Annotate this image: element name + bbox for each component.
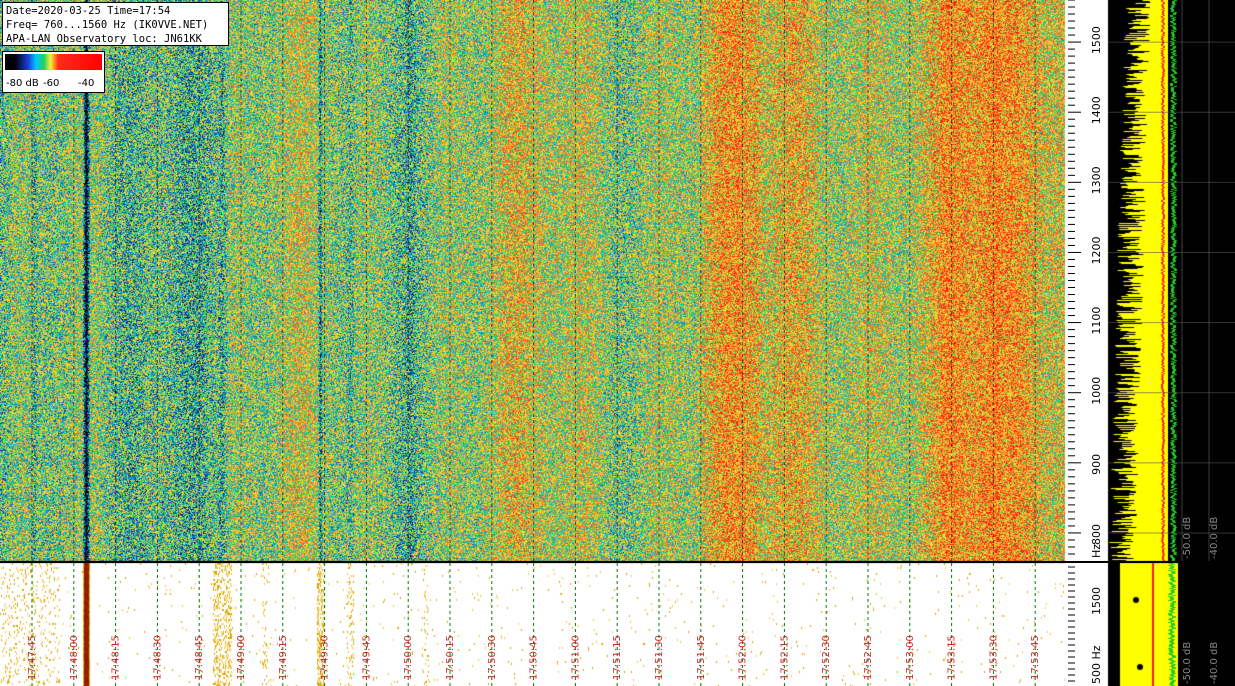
time-tick-label: 17:49:45 bbox=[361, 635, 372, 680]
time-tick-label: 17:52:30 bbox=[821, 635, 832, 680]
time-tick-label: 17:53:00 bbox=[905, 635, 916, 680]
spectrum-db-tick-label-lower: -50.0 dB bbox=[1182, 642, 1193, 684]
lower-freq-tick-label: 1500 bbox=[1090, 587, 1103, 615]
info-box: Date=2020-03-25 Time=17:54 Freq= 760...1… bbox=[2, 2, 229, 46]
info-date-line: Date=2020-03-25 Time=17:54 bbox=[6, 5, 171, 17]
freq-tick-label: 1200 bbox=[1090, 236, 1103, 264]
time-tick-label: 17:53:30 bbox=[988, 635, 999, 680]
time-tick-label: 17:51:45 bbox=[696, 635, 707, 680]
time-tick-label: 17:50:00 bbox=[403, 635, 414, 680]
freq-tick-label: 800 bbox=[1090, 524, 1103, 545]
time-tick-label: 17:48:15 bbox=[111, 635, 122, 680]
time-tick-label: 17:52:00 bbox=[738, 635, 749, 680]
freq-axis-unit-label: Hz bbox=[1090, 544, 1103, 558]
freq-tick-label: 1500 bbox=[1090, 26, 1103, 54]
freq-tick-label: 1100 bbox=[1090, 307, 1103, 335]
time-tick-label: 17:48:00 bbox=[69, 635, 80, 680]
time-tick-label: 17:51:30 bbox=[654, 635, 665, 680]
time-tick-label: 17:50:30 bbox=[487, 635, 498, 680]
time-tick-label: 17:53:15 bbox=[947, 635, 958, 680]
time-tick-label: 17:48:30 bbox=[152, 635, 163, 680]
color-scale-label-40: -40 bbox=[78, 78, 95, 89]
time-tick-label: 17:50:15 bbox=[445, 635, 456, 680]
freq-tick-label: 1300 bbox=[1090, 166, 1103, 194]
time-tick-label: 17:52:45 bbox=[863, 635, 874, 680]
color-scale-label-60: -60 bbox=[43, 78, 60, 89]
freq-tick-label: 1000 bbox=[1090, 377, 1103, 405]
time-tick-label: 17:53:45 bbox=[1030, 635, 1041, 680]
time-tick-label: 17:51:00 bbox=[570, 635, 581, 680]
freq-tick-label: 900 bbox=[1090, 454, 1103, 475]
spectrum-db-tick-label: -40.0 dB bbox=[1209, 517, 1220, 559]
time-tick-label: 17:49:30 bbox=[320, 635, 331, 680]
time-tick-label: 17:48:45 bbox=[194, 635, 205, 680]
color-scale-gradient bbox=[5, 54, 102, 70]
time-tick-label: 17:50:45 bbox=[529, 635, 540, 680]
color-scale-legend: -80 dB -60 -40 bbox=[2, 51, 105, 93]
info-freq-line: Freq= 760...1560 Hz (IK0VVE.NET) bbox=[6, 19, 209, 31]
time-tick-label: 17:51:15 bbox=[612, 635, 623, 680]
time-tick-label: 17:49:00 bbox=[236, 635, 247, 680]
color-scale-label-80: -80 dB bbox=[6, 78, 39, 89]
time-tick-label: 17:52:15 bbox=[779, 635, 790, 680]
time-tick-label: 17:49:15 bbox=[278, 635, 289, 680]
info-location-line: APA-LAN Observatory loc: JN61KK bbox=[6, 33, 202, 45]
spectrum-db-tick-label: -50.0 dB bbox=[1182, 517, 1193, 559]
lower-freq-tick-label: 500 Hz bbox=[1090, 645, 1103, 684]
spectrum-db-tick-label-lower: -40.0 dB bbox=[1209, 642, 1220, 684]
freq-tick-label: 1400 bbox=[1090, 96, 1103, 124]
time-tick-label: 17:47:45 bbox=[27, 635, 38, 680]
